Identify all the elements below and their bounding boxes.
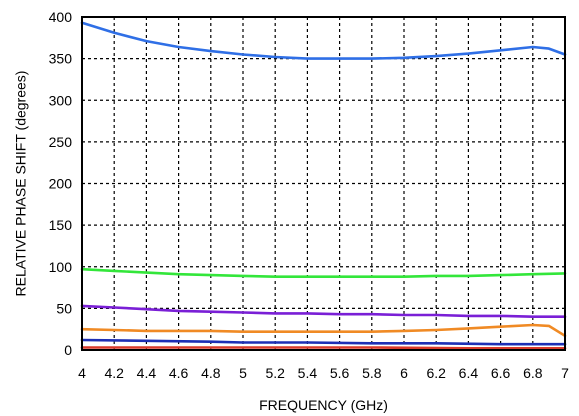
series-line-3 — [80, 304, 567, 319]
series-line-5 — [80, 338, 567, 346]
x-tick-label: 5.6 — [330, 365, 350, 381]
y-tick-label: 400 — [49, 9, 73, 25]
x-tick-label: 7 — [561, 365, 569, 381]
x-tick-labels: 4 4.2 4.4 4.6 4.8 5 5.2 5.4 5.6 5.8 6 6.2 6.4 6.6 6.8 7 — [78, 365, 569, 381]
x-tick-label: 6.4 — [459, 365, 479, 381]
x-tick-label: 4.6 — [169, 365, 189, 381]
x-tick-label: 6 — [400, 365, 408, 381]
grid — [82, 17, 565, 350]
x-tick-label: 5.4 — [298, 365, 318, 381]
y-tick-label: 250 — [49, 134, 73, 150]
y-axis-title: RELATIVE PHASE SHIFT (degrees) — [13, 71, 29, 297]
series-line-1 — [80, 21, 567, 60]
plot-frame — [81, 16, 566, 351]
y-tick-label: 100 — [49, 259, 73, 275]
y-tick-label: 300 — [49, 92, 73, 108]
y-tick-label: 200 — [49, 176, 73, 192]
x-tick-label: 5.2 — [265, 365, 285, 381]
series-line-2 — [80, 267, 567, 279]
x-tick-label: 6.8 — [523, 365, 543, 381]
y-tick-label: 150 — [49, 217, 73, 233]
x-tick-label: 4 — [78, 365, 86, 381]
x-tick-label: 5.8 — [362, 365, 382, 381]
x-tick-label: 4.8 — [201, 365, 221, 381]
series-layer — [80, 21, 567, 350]
x-tick-label: 4.4 — [137, 365, 157, 381]
y-tick-label: 350 — [49, 51, 73, 67]
y-tick-label: 0 — [64, 342, 72, 358]
x-tick-label: 5 — [239, 365, 247, 381]
series-line-4 — [80, 323, 567, 338]
y-tick-labels: 0 50 100 150 200 250 300 350 400 — [49, 9, 73, 358]
x-tick-label: 6.2 — [426, 365, 446, 381]
x-tick-label: 6.6 — [491, 365, 511, 381]
x-tick-label: 4.2 — [104, 365, 124, 381]
y-tick-label: 50 — [56, 300, 72, 316]
series-line-6 — [80, 346, 567, 350]
x-axis-title: FREQUENCY (GHz) — [259, 397, 388, 413]
